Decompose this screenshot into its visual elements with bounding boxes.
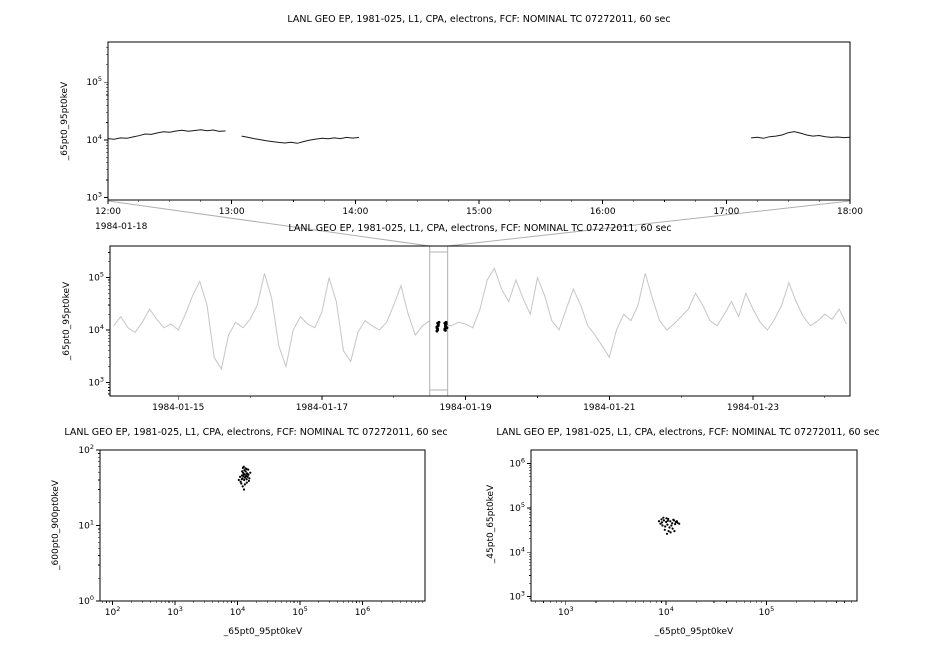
svg-text:105: 105 xyxy=(88,271,104,284)
scatter_600_900-frame xyxy=(99,449,426,602)
svg-text:105: 105 xyxy=(759,605,775,618)
svg-text:18:00: 18:00 xyxy=(837,207,863,217)
selected-interval-points xyxy=(435,320,449,333)
svg-text:103: 103 xyxy=(86,190,102,203)
svg-text:17:00: 17:00 xyxy=(713,207,739,217)
bottom-right-y-axis-label: _45pt0_65pt0keV xyxy=(486,484,497,564)
svg-text:104: 104 xyxy=(230,605,246,618)
svg-text:103: 103 xyxy=(558,605,574,618)
svg-text:1984-01-17: 1984-01-17 xyxy=(296,403,348,413)
svg-text:103: 103 xyxy=(88,375,104,388)
top_timeseries-series-line xyxy=(108,129,850,144)
svg-text:101: 101 xyxy=(78,519,94,532)
svg-text:106: 106 xyxy=(355,605,371,618)
bottom-right-x-axis-label: _65pt0_95pt0keV xyxy=(654,627,734,638)
bottom-left-y-axis-label: _600pt0_900pt0keV xyxy=(51,480,62,570)
svg-text:102: 102 xyxy=(105,605,121,618)
svg-text:100: 100 xyxy=(78,594,94,607)
top-y-axis-label: _65pt0_95pt0keV xyxy=(60,81,71,161)
svg-text:105: 105 xyxy=(509,501,525,514)
top_timeseries-axes: 103 104 105 12:00 13:00 14:00 15:00 16:00 17:00 1… xyxy=(86,47,863,217)
svg-text:106: 106 xyxy=(509,456,525,469)
svg-text:15:00: 15:00 xyxy=(466,207,492,217)
scatter_600_900-panel[interactable]: 100 101 102 102 103 104 105 106 xyxy=(78,443,426,618)
scatter_45_65-points xyxy=(657,516,681,535)
svg-text:105: 105 xyxy=(292,605,308,618)
top-panel-title: LANL GEO EP, 1981-025, L1, CPA, electron… xyxy=(287,14,671,25)
overview_timeseries-frame xyxy=(109,245,851,397)
svg-text:14:00: 14:00 xyxy=(342,207,368,217)
scatter_600_900-axes: 100 101 102 102 103 104 105 106 xyxy=(78,443,423,618)
scatter_600_900-points xyxy=(237,465,252,491)
svg-text:104: 104 xyxy=(86,133,102,146)
svg-text:12:00: 12:00 xyxy=(95,207,121,217)
zoom-selection-region[interactable] xyxy=(429,245,449,397)
bottom-right-panel-title: LANL GEO EP, 1981-025, L1, CPA, electron… xyxy=(496,427,880,438)
svg-text:104: 104 xyxy=(88,323,104,336)
svg-text:102: 102 xyxy=(78,443,94,456)
svg-text:16:00: 16:00 xyxy=(590,207,616,217)
scatter_45_65-panel[interactable]: 103 104 105 106 103 104 105 xyxy=(509,449,858,618)
middle-y-axis-label: _65pt0_95pt0keV xyxy=(62,281,73,361)
top-x-axis-date-label: 1984-01-18 xyxy=(95,222,148,232)
svg-text:1984-01-19: 1984-01-19 xyxy=(439,403,492,413)
svg-text:104: 104 xyxy=(658,605,674,618)
top_timeseries-frame xyxy=(107,41,851,201)
overview_timeseries-series-line xyxy=(113,267,847,371)
top_timeseries-panel[interactable]: 103 104 105 12:00 13:00 14:00 15:00 16:00 17:00 1… xyxy=(86,41,863,217)
scatter_45_65-frame xyxy=(530,449,858,602)
zoom-connector-lines xyxy=(107,200,851,247)
overview_timeseries-panel[interactable]: 103 104 105 1984-01-15 1984-01-17 1984-01-19 1… xyxy=(88,245,851,413)
svg-text:1984-01-23: 1984-01-23 xyxy=(727,403,779,413)
middle-panel-title: LANL GEO EP, 1981-025, L1, CPA, electron… xyxy=(288,223,672,234)
svg-text:13:00: 13:00 xyxy=(219,207,245,217)
svg-text:1984-01-15: 1984-01-15 xyxy=(152,403,204,413)
svg-text:103: 103 xyxy=(167,605,183,618)
svg-text:105: 105 xyxy=(86,75,102,88)
scatter_45_65-axes: 103 104 105 106 103 104 105 xyxy=(509,456,852,618)
svg-text:103: 103 xyxy=(509,590,525,603)
bottom-left-panel-title: LANL GEO EP, 1981-025, L1, CPA, electron… xyxy=(64,427,448,438)
svg-text:1984-01-21: 1984-01-21 xyxy=(583,403,635,413)
svg-text:104: 104 xyxy=(509,545,525,558)
bottom-left-x-axis-label: _65pt0_95pt0keV xyxy=(223,627,303,638)
overview_timeseries-axes: 103 104 105 1984-01-15 1984-01-17 1984-01-19 1… xyxy=(88,252,826,413)
